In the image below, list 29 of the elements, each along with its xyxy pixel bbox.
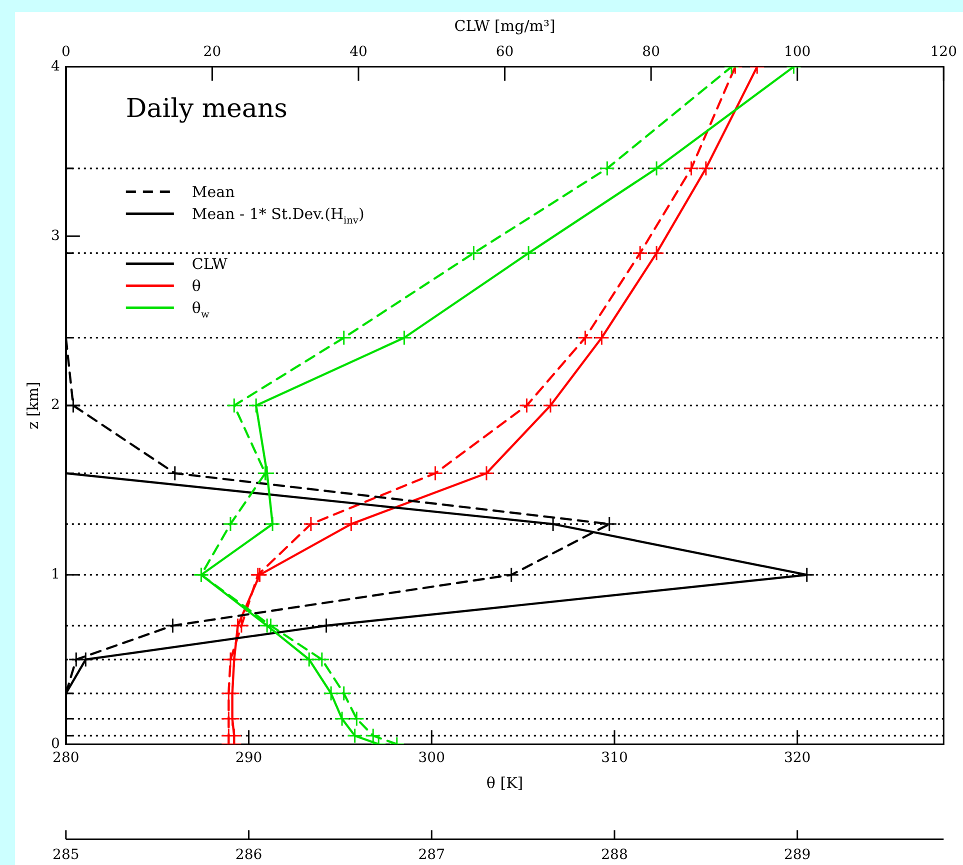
x2-tick-label: 60 <box>496 44 514 60</box>
x-tick-label: 300 <box>418 750 445 766</box>
x-tick-label: 310 <box>601 750 628 766</box>
y-tick-label: 0 <box>50 736 60 752</box>
x2-tick-label: 100 <box>784 44 811 60</box>
x2-tick-label: 40 <box>350 44 368 60</box>
x2-tick-label: 20 <box>203 44 222 60</box>
y-tick-label: 4 <box>50 58 60 74</box>
legend-label: θ <box>192 276 201 295</box>
x-tick-label: 280 <box>52 750 80 766</box>
y-tick-label: 3 <box>50 228 60 244</box>
y-tick-label: 1 <box>50 566 60 582</box>
x-tick-label: 287 <box>418 847 445 864</box>
y-tick-label: 2 <box>50 397 60 414</box>
x-tick-label: 289 <box>784 847 811 864</box>
x-tick-label: 320 <box>784 750 811 766</box>
text: Daily means <box>126 94 288 124</box>
x2-tick-label: 80 <box>642 44 660 60</box>
legend-label: CLW <box>192 254 228 273</box>
y-axis-title: z [km] <box>24 382 42 430</box>
x2-tick-label: 120 <box>930 44 958 60</box>
x-tick-label: 285 <box>52 847 80 864</box>
annotation: Mean <box>192 182 236 201</box>
x-axis-title: θ [K] <box>486 774 524 792</box>
x2-tick-label: 0 <box>61 44 70 60</box>
x2-axis-title: CLW [mg/m³] <box>454 16 556 35</box>
x-tick-label: 288 <box>601 847 628 864</box>
x-tick-label: 286 <box>235 847 262 864</box>
x-tick-label: 290 <box>235 750 262 766</box>
